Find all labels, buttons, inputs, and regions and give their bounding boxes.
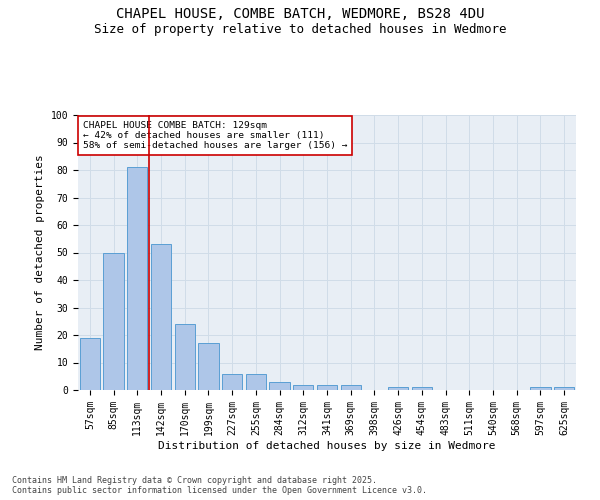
Bar	[554, 387, 574, 390]
Bar	[530, 387, 551, 390]
Bar	[317, 384, 337, 390]
Bar	[341, 384, 361, 390]
Y-axis label: Number of detached properties: Number of detached properties	[35, 154, 45, 350]
Bar	[412, 387, 432, 390]
Bar	[246, 374, 266, 390]
Bar	[269, 382, 290, 390]
X-axis label: Distribution of detached houses by size in Wedmore: Distribution of detached houses by size …	[158, 440, 496, 450]
Bar	[293, 384, 313, 390]
Text: CHAPEL HOUSE, COMBE BATCH, WEDMORE, BS28 4DU: CHAPEL HOUSE, COMBE BATCH, WEDMORE, BS28…	[116, 8, 484, 22]
Text: Size of property relative to detached houses in Wedmore: Size of property relative to detached ho…	[94, 22, 506, 36]
Text: Contains HM Land Registry data © Crown copyright and database right 2025.
Contai: Contains HM Land Registry data © Crown c…	[12, 476, 427, 495]
Bar	[199, 343, 218, 390]
Bar	[175, 324, 195, 390]
Bar	[151, 244, 171, 390]
Bar	[127, 167, 148, 390]
Text: CHAPEL HOUSE COMBE BATCH: 129sqm
← 42% of detached houses are smaller (111)
58% : CHAPEL HOUSE COMBE BATCH: 129sqm ← 42% o…	[83, 120, 347, 150]
Bar	[222, 374, 242, 390]
Bar	[103, 252, 124, 390]
Bar	[388, 387, 408, 390]
Bar	[80, 338, 100, 390]
